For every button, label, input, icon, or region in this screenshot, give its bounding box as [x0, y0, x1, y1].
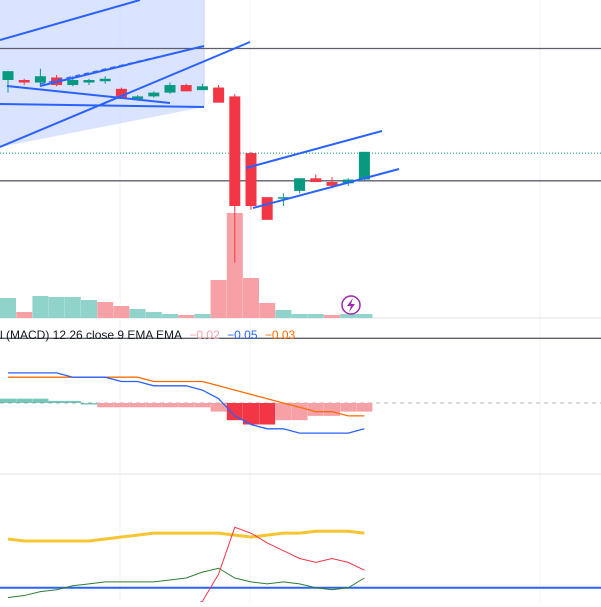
macd-pane [0, 372, 601, 434]
macd-histogram-bar [97, 403, 114, 408]
candle-body [18, 80, 30, 83]
volume-bar [145, 312, 162, 318]
trend-drawings[interactable] [0, 0, 400, 209]
indicator-line-red [8, 526, 365, 607]
candle-body [196, 86, 208, 91]
volume-bars [0, 213, 373, 318]
volume-bar [194, 314, 211, 318]
macd-histogram-bar [291, 403, 308, 421]
candle-body [67, 80, 79, 86]
volume-bar [178, 315, 195, 318]
macd-histogram-bar [81, 403, 97, 405]
macd-histogram-bar [226, 403, 243, 421]
macd-line [8, 372, 365, 434]
candle-body [34, 76, 46, 83]
candle-body [310, 178, 322, 183]
macd-histogram-bar [307, 403, 324, 416]
macd-histogram-bar [210, 403, 227, 412]
candle-body [99, 78, 111, 82]
volume-bar [64, 297, 81, 318]
volume-bar [0, 298, 16, 318]
macd-histogram-bar [259, 403, 276, 425]
trend-line-0 [0, 0, 141, 41]
volume-bar [226, 213, 243, 318]
macd-histogram-bar [178, 403, 195, 408]
indicator-pane [0, 526, 601, 607]
candle-body [277, 197, 289, 199]
volume-bar [210, 280, 227, 318]
macd-histogram-bar [275, 403, 292, 421]
volume-bar [16, 312, 33, 318]
trend-line-5 [245, 130, 383, 169]
macd-legend-title: l (MACD) 12 26 close 9 EMA EMA [0, 328, 183, 342]
volume-bar [129, 309, 146, 318]
candle-body [342, 179, 354, 184]
indicator-line-yellow [7, 529, 365, 543]
candle-body [148, 92, 160, 97]
macd-histogram-bar [194, 403, 211, 408]
volume-bar [356, 314, 373, 318]
volume-bar [48, 297, 65, 318]
macd-signal-line [8, 376, 365, 417]
candle-body [245, 153, 257, 206]
zone-shade [0, 0, 204, 147]
macd-histogram-bar [64, 400, 81, 403]
indicator-line-green [7, 567, 365, 598]
candle-body [132, 96, 144, 99]
candle-body [180, 85, 192, 92]
macd-histogram-bar [324, 403, 340, 416]
candle-body [2, 71, 14, 80]
volume-bar [324, 315, 340, 318]
macd-histogram-bar [129, 403, 146, 408]
macd-histogram-bar [340, 403, 357, 412]
volume-bar [259, 303, 276, 318]
candle-body [261, 197, 273, 220]
trend-midline [39, 45, 205, 85]
volume-bar [81, 300, 97, 318]
macd-histogram-bar [48, 400, 65, 403]
macd-histogram-bar [162, 403, 178, 408]
candle-body [213, 87, 225, 103]
macd-histogram-bar [243, 403, 259, 425]
candle-body [229, 96, 241, 206]
candle-body [294, 178, 306, 191]
volume-bar [113, 306, 130, 318]
volume-bar [32, 296, 49, 318]
candle-body [83, 80, 95, 83]
volume-bar [275, 310, 292, 318]
lightning-alert-icon[interactable] [341, 295, 361, 315]
volume-bar [340, 314, 357, 318]
trend-line-6 [252, 168, 400, 209]
candle-body [115, 88, 127, 99]
macd-legend: l (MACD) 12 26 close 9 EMA EMA −0.02 −0.… [0, 328, 299, 342]
trend-line-2 [6, 85, 171, 104]
candle-body [164, 85, 176, 93]
macd-histogram-bar [356, 403, 373, 412]
macd-histogram-bar [32, 398, 49, 403]
volume-bar [291, 314, 308, 318]
volume-bar [243, 278, 259, 318]
volume-bar [307, 314, 324, 318]
macd-signal-value: −0.03 [264, 328, 296, 342]
candle-body [326, 182, 338, 186]
macd-line-value: −0.05 [227, 328, 258, 342]
trend-line-3 [39, 45, 205, 87]
trend-line-4 [0, 103, 205, 108]
alert-icon-bolt [347, 298, 355, 312]
macd-histogram-bar [113, 403, 130, 408]
macd-histogram-bar [145, 403, 162, 408]
macd-histogram-bar [16, 398, 33, 403]
macd-histogram-bar [0, 398, 16, 403]
volume-bar [97, 302, 114, 318]
trend-line-1 [0, 41, 251, 148]
macd-hist-value: −0.02 [189, 328, 220, 342]
volume-bar [162, 314, 178, 318]
candle-body [358, 151, 370, 180]
